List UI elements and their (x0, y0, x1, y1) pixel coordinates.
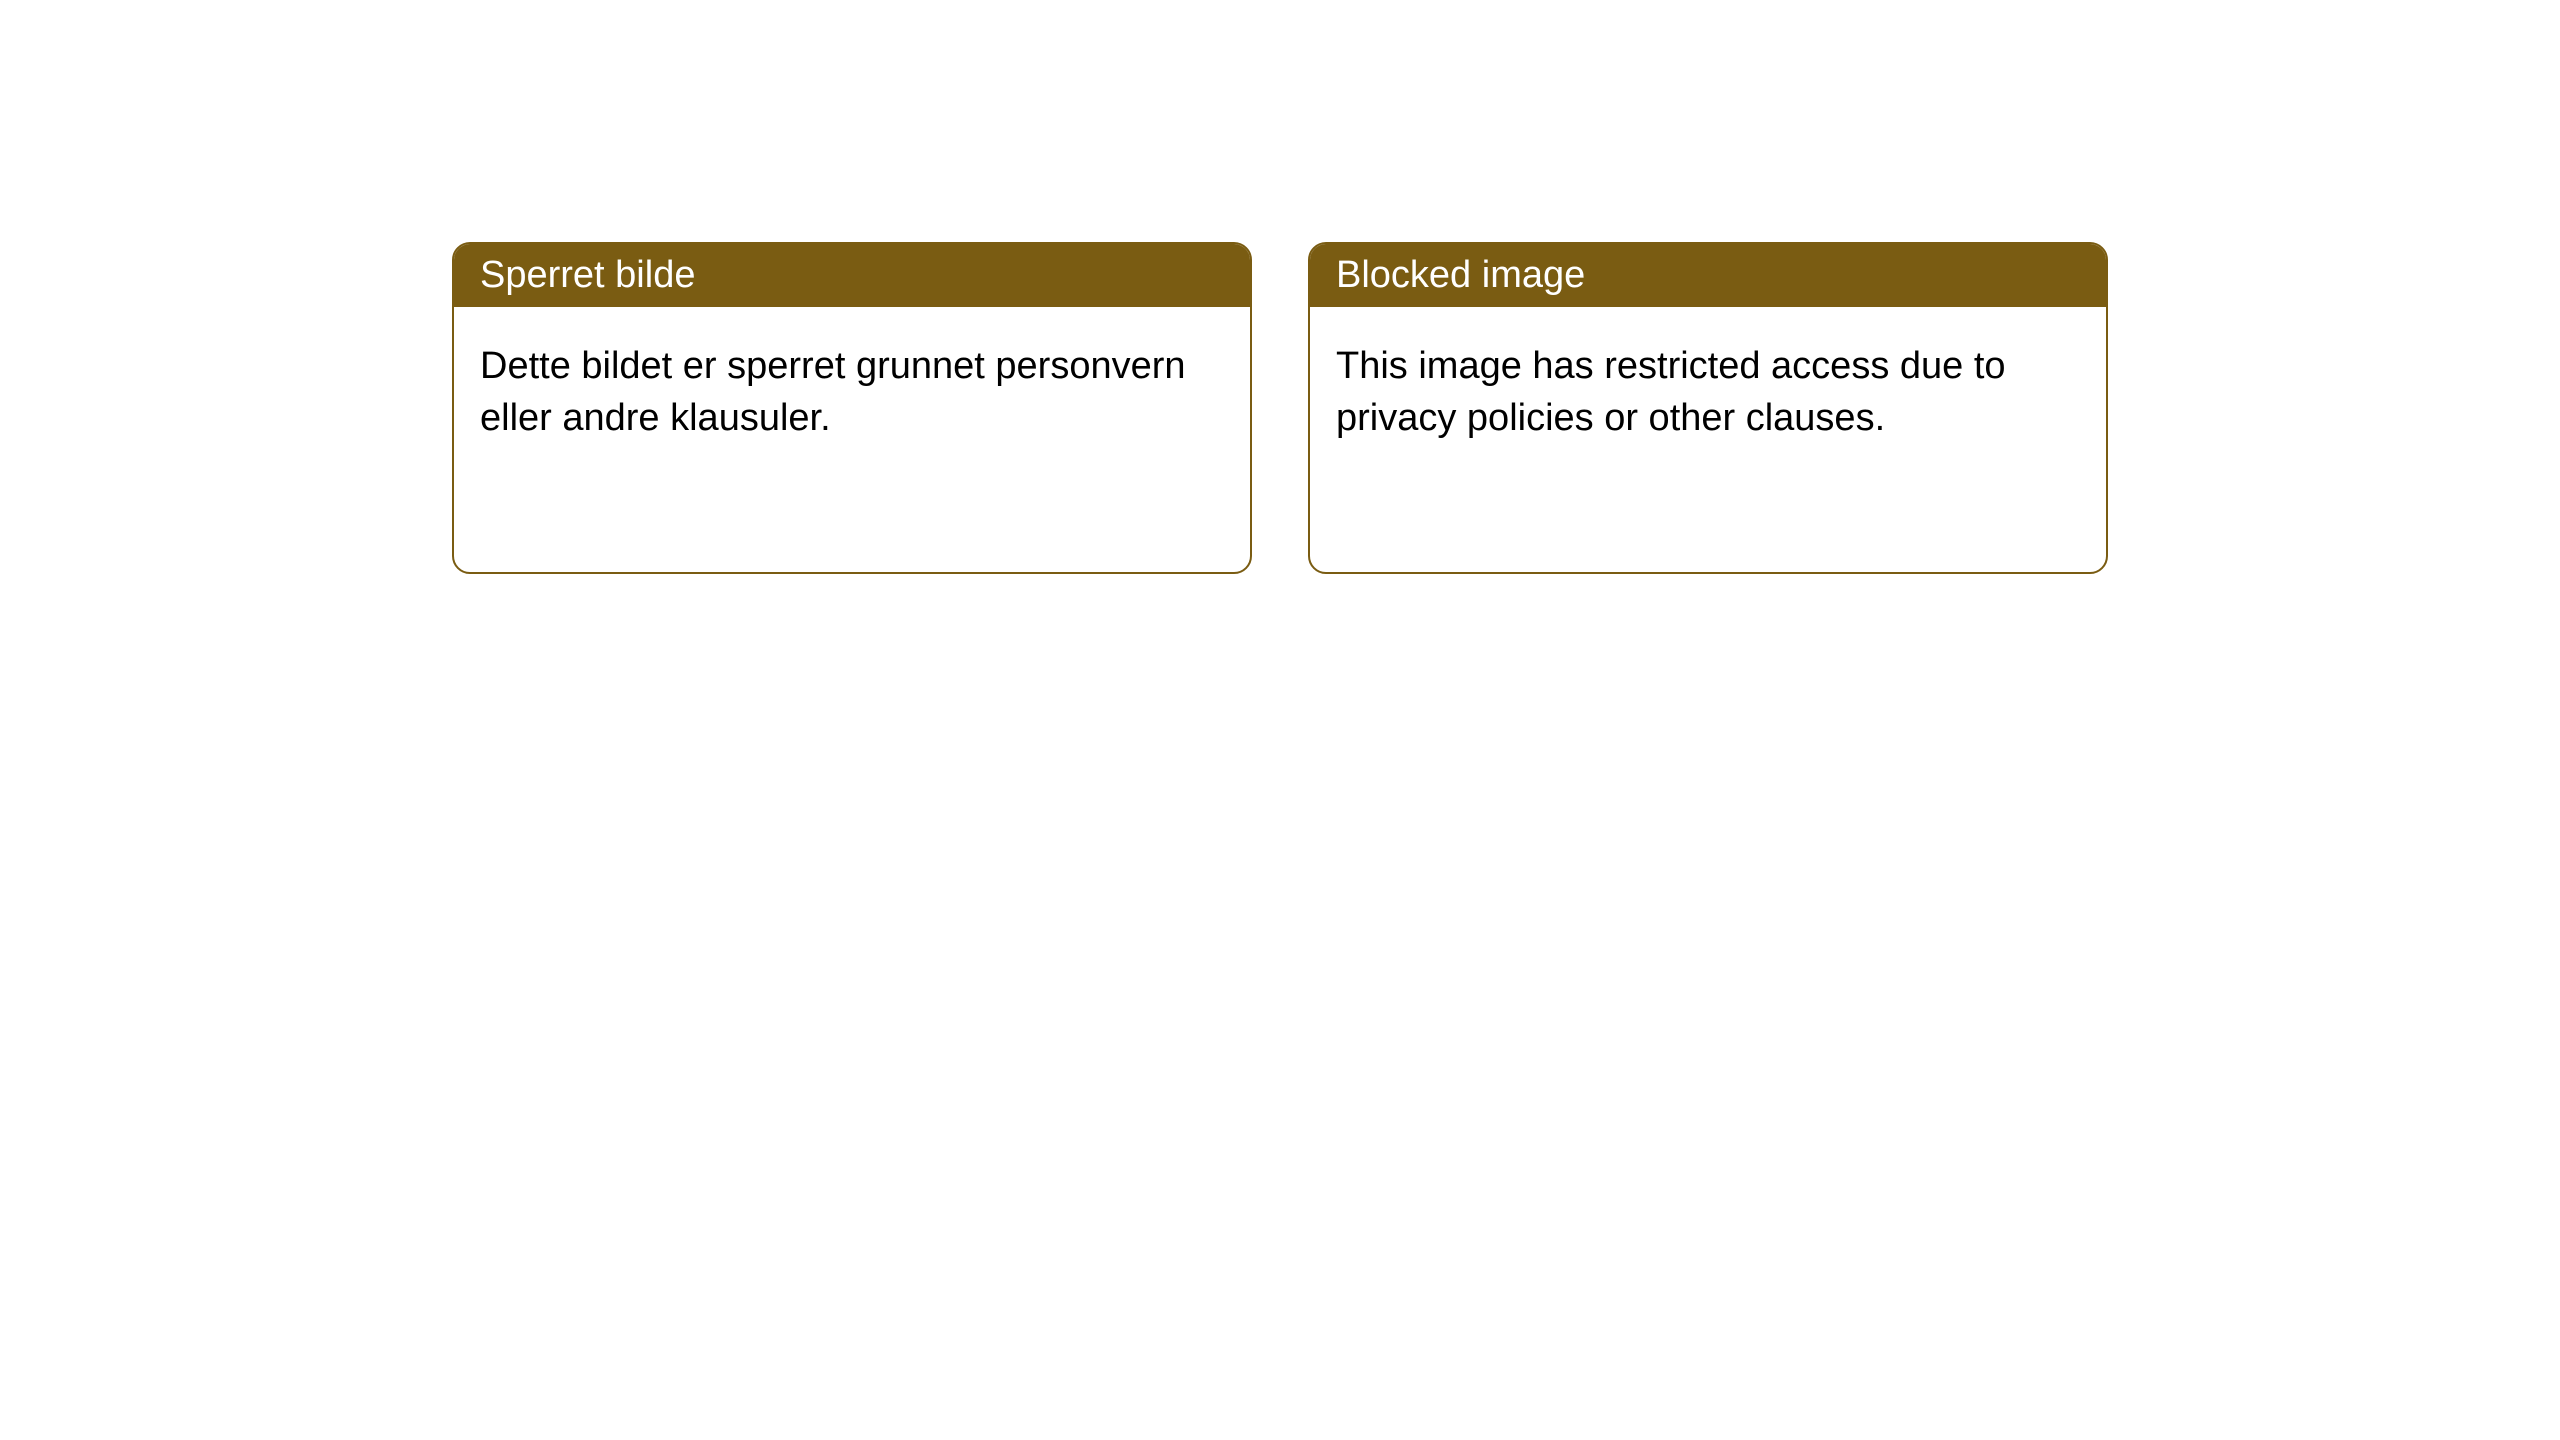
card-title: Blocked image (1336, 254, 1585, 296)
card-body: This image has restricted access due to … (1310, 307, 2106, 478)
notice-cards-container: Sperret bilde Dette bildet er sperret gr… (452, 242, 2108, 574)
card-body-text: This image has restricted access due to … (1336, 345, 2006, 439)
notice-card-english: Blocked image This image has restricted … (1308, 242, 2108, 574)
notice-card-norwegian: Sperret bilde Dette bildet er sperret gr… (452, 242, 1252, 574)
card-body: Dette bildet er sperret grunnet personve… (454, 307, 1250, 478)
card-title: Sperret bilde (480, 254, 695, 296)
card-header: Sperret bilde (454, 244, 1250, 307)
card-header: Blocked image (1310, 244, 2106, 307)
card-body-text: Dette bildet er sperret grunnet personve… (480, 345, 1186, 439)
